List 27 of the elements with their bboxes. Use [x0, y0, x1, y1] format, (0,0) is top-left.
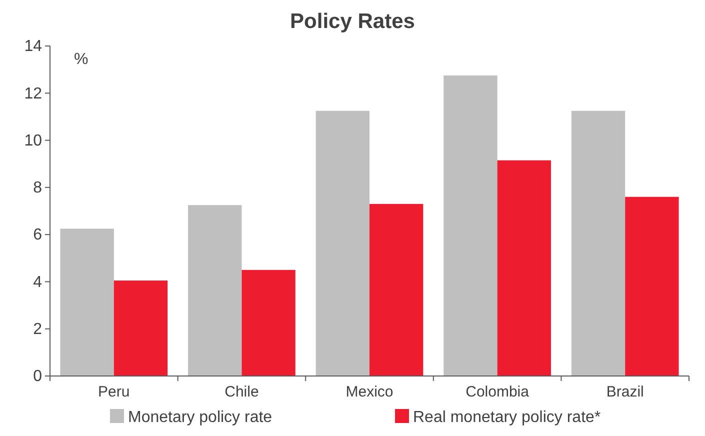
chart-title: Policy Rates [290, 10, 415, 33]
x-tick-label: Colombia [466, 384, 530, 401]
y-tick-label: 10 [24, 132, 42, 150]
y-tick-label: 12 [24, 85, 42, 102]
bar [316, 110, 370, 376]
x-tick-label: Chile [224, 384, 259, 401]
y-tick-label: 6 [33, 226, 42, 244]
legend-label: Monetary policy rate [128, 409, 272, 426]
bar [497, 160, 551, 376]
bar [188, 205, 242, 376]
y-axis-title: % [74, 51, 88, 68]
bar [625, 196, 679, 376]
x-tick-label: Mexico [346, 384, 394, 401]
legend-label: Real monetary policy rate* [413, 409, 601, 426]
y-tick-label: 8 [33, 180, 42, 197]
bar [571, 110, 626, 376]
bar [242, 270, 296, 376]
x-tick-label: Peru [98, 384, 130, 401]
y-tick-label: 4 [33, 274, 42, 291]
bar [370, 204, 424, 376]
bar [114, 280, 168, 376]
y-tick-label: 0 [33, 368, 42, 386]
bar [444, 75, 498, 376]
y-tick-label: 14 [24, 38, 42, 56]
y-tick-label: 2 [33, 320, 42, 338]
x-tick-label: Brazil [606, 384, 644, 401]
bar [60, 228, 114, 376]
